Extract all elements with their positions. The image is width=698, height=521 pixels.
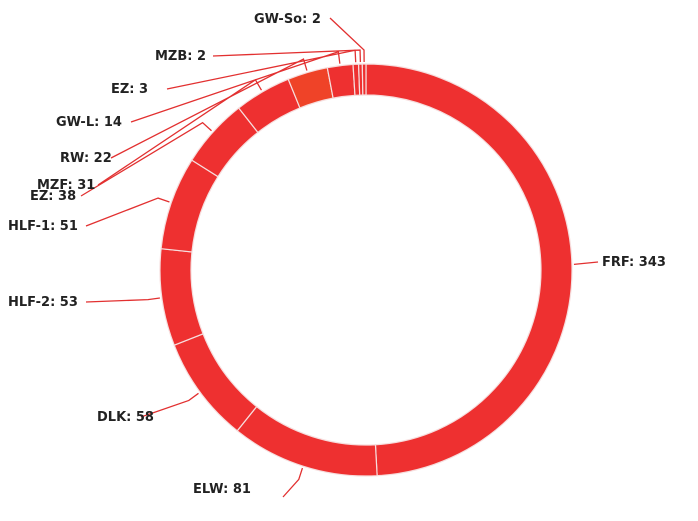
slice-elw-1[interactable] [236, 405, 378, 477]
leader-line-mzb-10 [212, 49, 362, 63]
leader-line-frf-0 [573, 261, 599, 266]
data-label-frf-0: FRF: 343 [602, 255, 666, 270]
data-label-gw-l-8: GW-L: 14 [56, 115, 122, 130]
leader-line-ez-5 [80, 121, 212, 197]
data-label-elw-1: ELW: 81 [193, 482, 251, 497]
leader-line-rw-7 [110, 58, 308, 159]
label-group: FRF: 343 ELW: 81 DLK: 58 HLF-2: 53 HLF-1: 51… [8, 12, 666, 497]
data-label-mzb-10: MZB: 2 [155, 49, 206, 64]
data-label-rw-7: RW: 22 [60, 151, 112, 166]
data-label-hlf-1-4: HLF-1: 51 [8, 219, 78, 234]
leader-line-group [80, 17, 599, 498]
data-label-dlk-2: DLK: 58 [97, 410, 154, 425]
data-label-gw-so-11: GW-So: 2 [254, 12, 321, 27]
slice-dlk-2[interactable] [173, 333, 258, 432]
leader-line-dlk-2 [140, 392, 199, 418]
leader-line-hlf-2-3 [85, 297, 160, 303]
leader-line-elw-1 [282, 467, 304, 498]
data-label-mzf-6: MZF: 31 [37, 178, 95, 193]
leader-line-hlf-1-4 [85, 197, 170, 227]
slice-gw-so-11[interactable] [361, 63, 367, 96]
slice-frf-0[interactable] [365, 63, 573, 477]
data-label-ez-5: EZ: 38 [30, 189, 76, 204]
slice-hlf-1-4[interactable] [160, 159, 219, 253]
slice-hlf-2-3[interactable] [159, 248, 204, 346]
data-label-hlf-2-3: HLF-2: 53 [8, 295, 78, 310]
slice-group [159, 63, 573, 477]
data-label-ez-9: EZ: 3 [111, 82, 148, 97]
leader-line-gw-so-11 [329, 17, 365, 63]
leader-line-gw-l-8 [130, 50, 341, 123]
